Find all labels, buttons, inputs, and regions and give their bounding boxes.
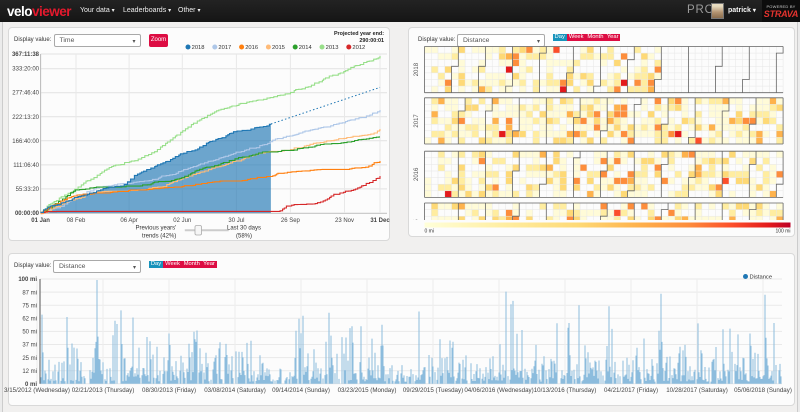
svg-text:Previous years': Previous years'	[135, 226, 176, 232]
svg-text:03/08/2014 (Saturday): 03/08/2014 (Saturday)	[204, 387, 266, 394]
svg-text:2016: 2016	[414, 167, 420, 181]
svg-text:Distance: Distance	[750, 275, 773, 281]
svg-text:08/30/2013 (Friday): 08/30/2013 (Friday)	[142, 387, 196, 394]
svg-text:2017: 2017	[218, 45, 231, 51]
svg-text:222:13:20: 222:13:20	[12, 115, 39, 121]
svg-text:166:40:00: 166:40:00	[12, 139, 39, 145]
svg-text:50 mi: 50 mi	[22, 330, 37, 336]
svg-text:333:20:00: 333:20:00	[12, 67, 39, 73]
svg-text:05/06/2018 (Sunday): 05/06/2018 (Sunday)	[734, 387, 792, 394]
svg-text:31 Dec: 31 Dec	[370, 218, 390, 224]
svg-text:10/13/2016 (Thursday): 10/13/2016 (Thursday)	[534, 387, 597, 394]
svg-text:2016: 2016	[245, 45, 258, 51]
svg-text:(58%): (58%)	[236, 234, 252, 240]
svg-text:62 mi: 62 mi	[22, 317, 37, 323]
svg-text:09/14/2014 (Sunday): 09/14/2014 (Sunday)	[272, 387, 330, 394]
svg-text:2015: 2015	[272, 45, 285, 51]
svg-text:00:00:00: 00:00:00	[15, 211, 40, 217]
svg-text:12 mi: 12 mi	[22, 369, 37, 375]
svg-text:367:11:38: 367:11:38	[12, 52, 40, 58]
svg-text:04/06/2016 (Wednesday): 04/06/2016 (Wednesday)	[464, 387, 533, 394]
svg-text:02/21/2013 (Thursday): 02/21/2013 (Thursday)	[72, 387, 135, 394]
svg-text:06 Apr: 06 Apr	[120, 218, 137, 224]
svg-text:2012: 2012	[352, 45, 365, 51]
svg-text:55:33:20: 55:33:20	[16, 187, 40, 193]
svg-text:Last 30 days: Last 30 days	[227, 226, 261, 232]
svg-text:23 Nov: 23 Nov	[335, 218, 354, 224]
svg-text:0 mi: 0 mi	[25, 382, 37, 388]
svg-text:25 mi: 25 mi	[22, 356, 37, 362]
svg-text:2013: 2013	[326, 45, 339, 51]
svg-text:100 mi: 100 mi	[775, 229, 790, 235]
svg-text:09/29/2015 (Tuesday): 09/29/2015 (Tuesday)	[403, 387, 463, 394]
svg-text:02 Jun: 02 Jun	[173, 218, 191, 224]
svg-text:08 Feb: 08 Feb	[67, 218, 86, 224]
svg-text:10/28/2017 (Saturday): 10/28/2017 (Saturday)	[666, 387, 728, 394]
svg-text:37 mi: 37 mi	[22, 343, 37, 349]
svg-text:2017: 2017	[414, 114, 420, 128]
svg-text:0 mi: 0 mi	[425, 229, 434, 235]
svg-text:100 mi: 100 mi	[18, 277, 37, 283]
svg-text:2014: 2014	[299, 45, 313, 51]
svg-text:3/15/2012 (Wednesday): 3/15/2012 (Wednesday)	[4, 387, 70, 394]
svg-text:trends (42%): trends (42%)	[142, 234, 176, 240]
svg-text:04/21/2017 (Friday): 04/21/2017 (Friday)	[604, 387, 658, 394]
svg-text:111:06:40: 111:06:40	[13, 163, 39, 169]
svg-text:75 mi: 75 mi	[22, 303, 37, 309]
svg-text:2018: 2018	[414, 62, 420, 76]
svg-text:01 Jan: 01 Jan	[31, 218, 50, 224]
svg-text:87 mi: 87 mi	[22, 290, 37, 296]
svg-text:03/23/2015 (Monday): 03/23/2015 (Monday)	[338, 387, 397, 394]
svg-text:2018: 2018	[192, 45, 205, 51]
svg-text:26 Sep: 26 Sep	[281, 218, 301, 224]
svg-text:277:46:40: 277:46:40	[12, 91, 39, 97]
svg-text:30 Jul: 30 Jul	[228, 218, 244, 224]
